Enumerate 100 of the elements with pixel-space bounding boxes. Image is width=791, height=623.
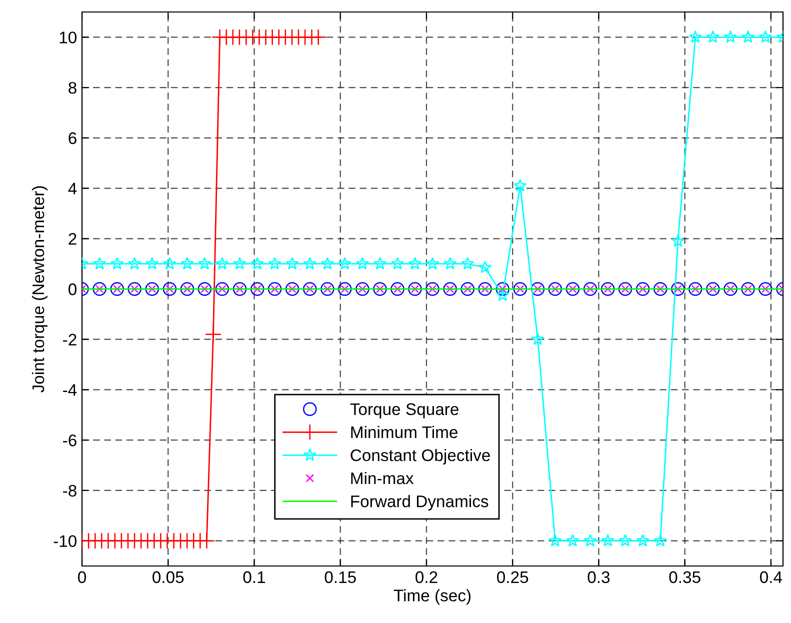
point [671, 234, 685, 247]
point [636, 534, 650, 546]
x-tick-label: 0.35 [669, 571, 700, 584]
point [566, 534, 580, 546]
x-tick-label: 0.25 [497, 571, 528, 584]
point [460, 282, 475, 296]
point [285, 282, 300, 296]
point [356, 256, 369, 270]
point [163, 256, 176, 270]
point [724, 282, 738, 296]
point [443, 282, 457, 296]
legend-label: Torque Square [350, 403, 458, 418]
point [566, 282, 580, 296]
point [390, 282, 404, 296]
point [232, 282, 247, 296]
point [514, 178, 527, 192]
x-tick-label: 0.1 [243, 571, 266, 584]
point [478, 282, 492, 296]
point [93, 256, 106, 270]
point [146, 256, 159, 270]
point [216, 256, 229, 270]
point [162, 282, 177, 296]
point [408, 282, 422, 296]
point [92, 282, 106, 296]
x-tick-label: 0.4 [760, 571, 782, 584]
y-tick-label: 6 [68, 132, 76, 144]
point [601, 534, 614, 546]
y-tick-label: -6 [63, 434, 76, 446]
point [758, 282, 772, 296]
point [110, 256, 124, 270]
point [145, 282, 159, 296]
x-tick-label: 0.2 [416, 571, 438, 584]
point [320, 282, 334, 296]
point [741, 282, 755, 296]
point [496, 288, 510, 301]
point [198, 256, 212, 270]
point [250, 282, 264, 296]
point [426, 282, 440, 296]
point [530, 282, 545, 296]
y-tick-label: 4 [68, 182, 77, 194]
point [338, 256, 352, 270]
y-tick-label: 2 [68, 233, 76, 245]
point [390, 256, 404, 270]
y-axis-title: Joint torque (Newton-meter) [32, 186, 48, 392]
point [444, 256, 457, 270]
point [320, 256, 334, 270]
point [408, 256, 422, 270]
point [110, 282, 124, 296]
point [583, 282, 598, 296]
point [204, 326, 222, 343]
y-tick-label: 0 [68, 283, 76, 296]
point [250, 256, 264, 270]
y-tick-label: 8 [68, 82, 76, 94]
point [426, 256, 440, 270]
point [198, 282, 212, 296]
point [128, 282, 142, 296]
point [584, 534, 597, 546]
x-tick-label: 0 [78, 571, 86, 584]
point [688, 30, 702, 43]
point [268, 256, 282, 270]
point [286, 256, 299, 270]
point [302, 282, 317, 296]
point [356, 282, 370, 296]
point [548, 282, 562, 296]
point [654, 534, 667, 546]
point [548, 534, 562, 546]
point [531, 332, 544, 346]
point [618, 534, 632, 546]
point [706, 282, 720, 296]
x-axis-title: Time (sec) [394, 589, 471, 605]
legend-label: Forward Dynamics [351, 495, 488, 511]
point [724, 30, 738, 43]
point [688, 282, 702, 296]
y-tick-label: -8 [63, 484, 76, 497]
point [461, 256, 474, 270]
point [303, 256, 316, 270]
point [636, 282, 650, 296]
legend-label: Min-max [351, 472, 414, 484]
y-tick-label: -2 [63, 334, 76, 346]
point [268, 282, 282, 296]
legend-label: Constant Objective [350, 448, 490, 464]
point [706, 30, 720, 43]
point [373, 256, 387, 270]
y-tick-label: -10 [54, 535, 76, 548]
x-tick-label: 0.15 [324, 571, 356, 584]
point [496, 282, 510, 296]
point [373, 282, 387, 296]
point [741, 30, 755, 43]
point [671, 282, 685, 296]
point [618, 282, 632, 296]
point [233, 256, 246, 270]
y-tick-label: -4 [63, 384, 77, 396]
point [128, 256, 142, 270]
point [758, 30, 772, 43]
point [600, 282, 615, 296]
x-tick-label: 0.05 [152, 571, 184, 584]
y-tick-label: 10 [60, 32, 76, 44]
point [338, 282, 352, 296]
point [478, 260, 492, 274]
x-tick-label: 0.3 [588, 571, 610, 584]
